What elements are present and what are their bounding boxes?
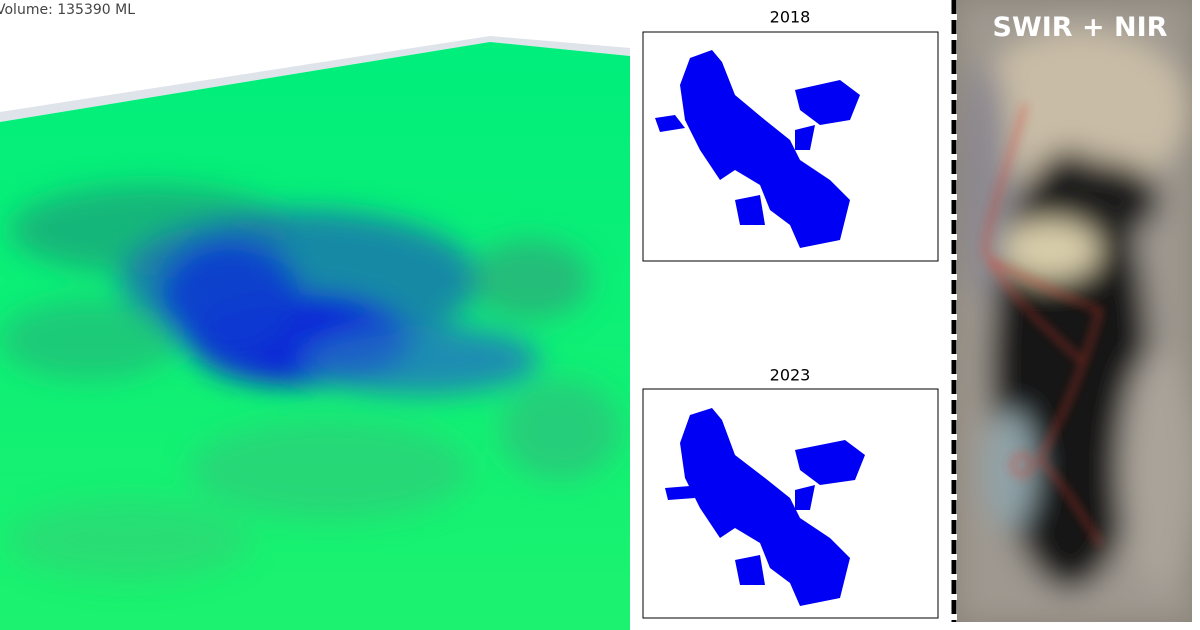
surface-panel: Volume: 135390 ML [0, 2, 630, 630]
satellite-panel: SWIR + NIR [951, 0, 1192, 622]
map-title: 2023 [770, 366, 811, 385]
surface-relief [0, 185, 620, 580]
volume-label: Volume: 135390 ML [0, 2, 135, 18]
surface-edge [0, 36, 630, 122]
water-body [655, 50, 860, 248]
satellite-label: SWIR + NIR [993, 12, 1168, 43]
water-maps: 2018 2023 [642, 8, 939, 619]
water-body [665, 408, 865, 606]
map-title: 2018 [770, 8, 811, 27]
